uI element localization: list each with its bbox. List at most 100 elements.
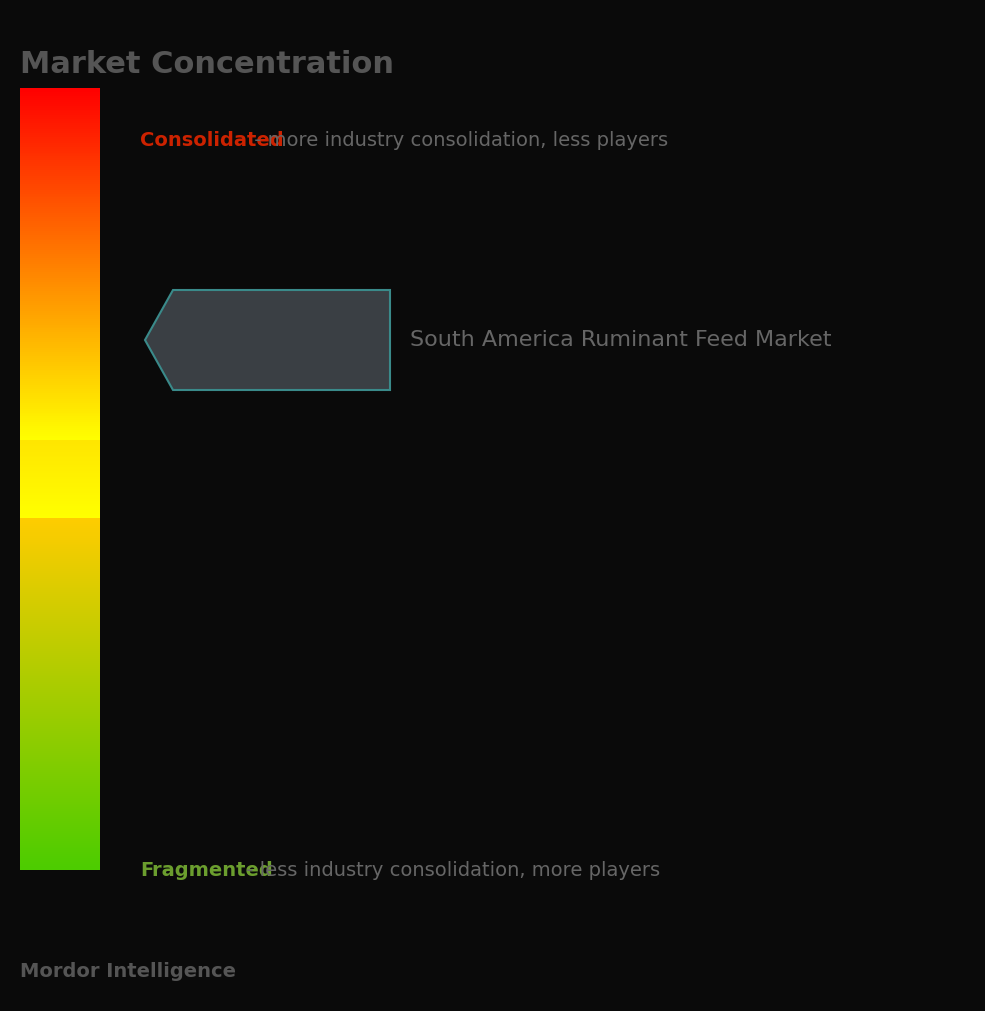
- Bar: [20, 833, 100, 835]
- Bar: [20, 340, 100, 342]
- Bar: [20, 530, 100, 532]
- Bar: [20, 517, 100, 518]
- Bar: [20, 159, 100, 161]
- Bar: [20, 678, 100, 680]
- Text: South America Ruminant Feed Market: South America Ruminant Feed Market: [410, 330, 831, 350]
- Bar: [20, 456, 100, 458]
- Bar: [20, 524, 100, 526]
- Bar: [20, 839, 100, 841]
- Bar: [20, 561, 100, 563]
- Bar: [20, 201, 100, 203]
- Bar: [20, 852, 100, 854]
- Bar: [20, 680, 100, 682]
- Bar: [20, 205, 100, 207]
- Bar: [20, 698, 100, 700]
- Bar: [20, 823, 100, 825]
- Bar: [20, 305, 100, 307]
- Bar: [20, 379, 100, 381]
- Bar: [20, 758, 100, 760]
- Bar: [20, 637, 100, 639]
- Bar: [20, 325, 100, 327]
- Bar: [20, 145, 100, 147]
- Bar: [20, 111, 100, 113]
- Bar: [20, 461, 100, 463]
- Bar: [20, 666, 100, 668]
- Bar: [20, 155, 100, 157]
- Bar: [20, 436, 100, 438]
- Bar: [20, 251, 100, 252]
- Bar: [20, 209, 100, 211]
- Bar: [20, 329, 100, 331]
- Bar: [20, 751, 100, 753]
- Bar: [20, 182, 100, 184]
- Bar: [20, 804, 100, 806]
- Bar: [20, 860, 100, 862]
- Bar: [20, 264, 100, 266]
- Bar: [20, 618, 100, 620]
- Bar: [20, 215, 100, 217]
- Bar: [20, 113, 100, 115]
- Bar: [20, 538, 100, 540]
- Bar: [20, 278, 100, 280]
- Bar: [20, 844, 100, 846]
- Bar: [20, 224, 100, 226]
- Bar: [20, 412, 100, 415]
- Bar: [20, 762, 100, 764]
- Bar: [20, 588, 100, 590]
- Bar: [20, 231, 100, 233]
- Bar: [20, 563, 100, 565]
- Bar: [20, 500, 100, 502]
- Bar: [20, 716, 100, 718]
- Bar: [20, 256, 100, 258]
- Bar: [20, 649, 100, 651]
- Bar: [20, 352, 100, 354]
- Bar: [20, 356, 100, 358]
- Bar: [20, 829, 100, 831]
- Bar: [20, 270, 100, 272]
- Bar: [20, 260, 100, 262]
- Bar: [20, 630, 100, 632]
- Bar: [20, 310, 100, 312]
- Bar: [20, 109, 100, 111]
- Bar: [20, 657, 100, 659]
- Bar: [20, 624, 100, 626]
- Bar: [20, 427, 100, 429]
- Bar: [20, 410, 100, 412]
- Bar: [20, 848, 100, 850]
- Bar: [20, 496, 100, 498]
- Bar: [20, 578, 100, 580]
- Bar: [20, 628, 100, 630]
- Bar: [20, 373, 100, 375]
- Bar: [20, 479, 100, 481]
- Bar: [20, 710, 100, 712]
- Bar: [20, 696, 100, 698]
- Bar: [20, 590, 100, 592]
- Bar: [20, 544, 100, 546]
- Bar: [20, 686, 100, 688]
- Bar: [20, 639, 100, 641]
- Bar: [20, 92, 100, 94]
- Bar: [20, 599, 100, 601]
- Bar: [20, 502, 100, 504]
- Bar: [20, 280, 100, 281]
- Bar: [20, 415, 100, 417]
- Bar: [20, 724, 100, 725]
- Text: Market Concentration: Market Concentration: [20, 50, 394, 79]
- Bar: [20, 316, 100, 318]
- Bar: [20, 622, 100, 624]
- Bar: [20, 249, 100, 251]
- Bar: [20, 534, 100, 536]
- Bar: [20, 432, 100, 434]
- Bar: [20, 153, 100, 155]
- Bar: [20, 749, 100, 751]
- Bar: [20, 676, 100, 678]
- Bar: [20, 714, 100, 716]
- Bar: [20, 868, 100, 870]
- Text: Mordor Intelligence: Mordor Intelligence: [20, 962, 236, 981]
- Bar: [20, 119, 100, 121]
- Bar: [20, 318, 100, 320]
- Bar: [20, 684, 100, 686]
- Bar: [20, 754, 100, 756]
- Bar: [20, 731, 100, 733]
- Bar: [20, 850, 100, 852]
